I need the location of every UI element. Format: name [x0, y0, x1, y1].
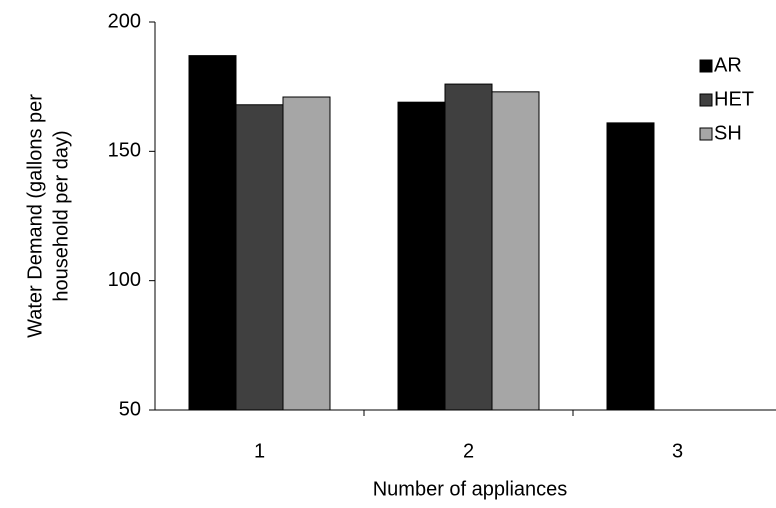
- y-tick-label: 150: [108, 140, 141, 162]
- legend-swatch: [699, 59, 713, 73]
- bar: [444, 83, 493, 411]
- x-tick-label: 3: [672, 440, 683, 462]
- legend-swatch: [699, 127, 713, 141]
- bar: [282, 96, 331, 411]
- y-axis-label: Water Demand (gallons per: [24, 94, 46, 338]
- y-axis-label: household per day): [50, 130, 72, 301]
- bar: [188, 55, 237, 411]
- x-axis-label: Number of appliances: [373, 478, 568, 500]
- legend-label: HET: [714, 88, 754, 110]
- bar: [235, 104, 284, 411]
- bar: [397, 101, 446, 411]
- y-tick-label: 100: [108, 269, 141, 291]
- y-tick-label: 200: [108, 10, 141, 32]
- bar: [491, 91, 540, 411]
- legend-label: AR: [714, 54, 742, 76]
- legend-label: SH: [714, 122, 742, 144]
- legend-swatch: [699, 93, 713, 107]
- x-tick-label: 1: [254, 440, 265, 462]
- y-tick-label: 50: [119, 398, 141, 420]
- x-tick-label: 2: [463, 440, 474, 462]
- bar: [606, 122, 655, 411]
